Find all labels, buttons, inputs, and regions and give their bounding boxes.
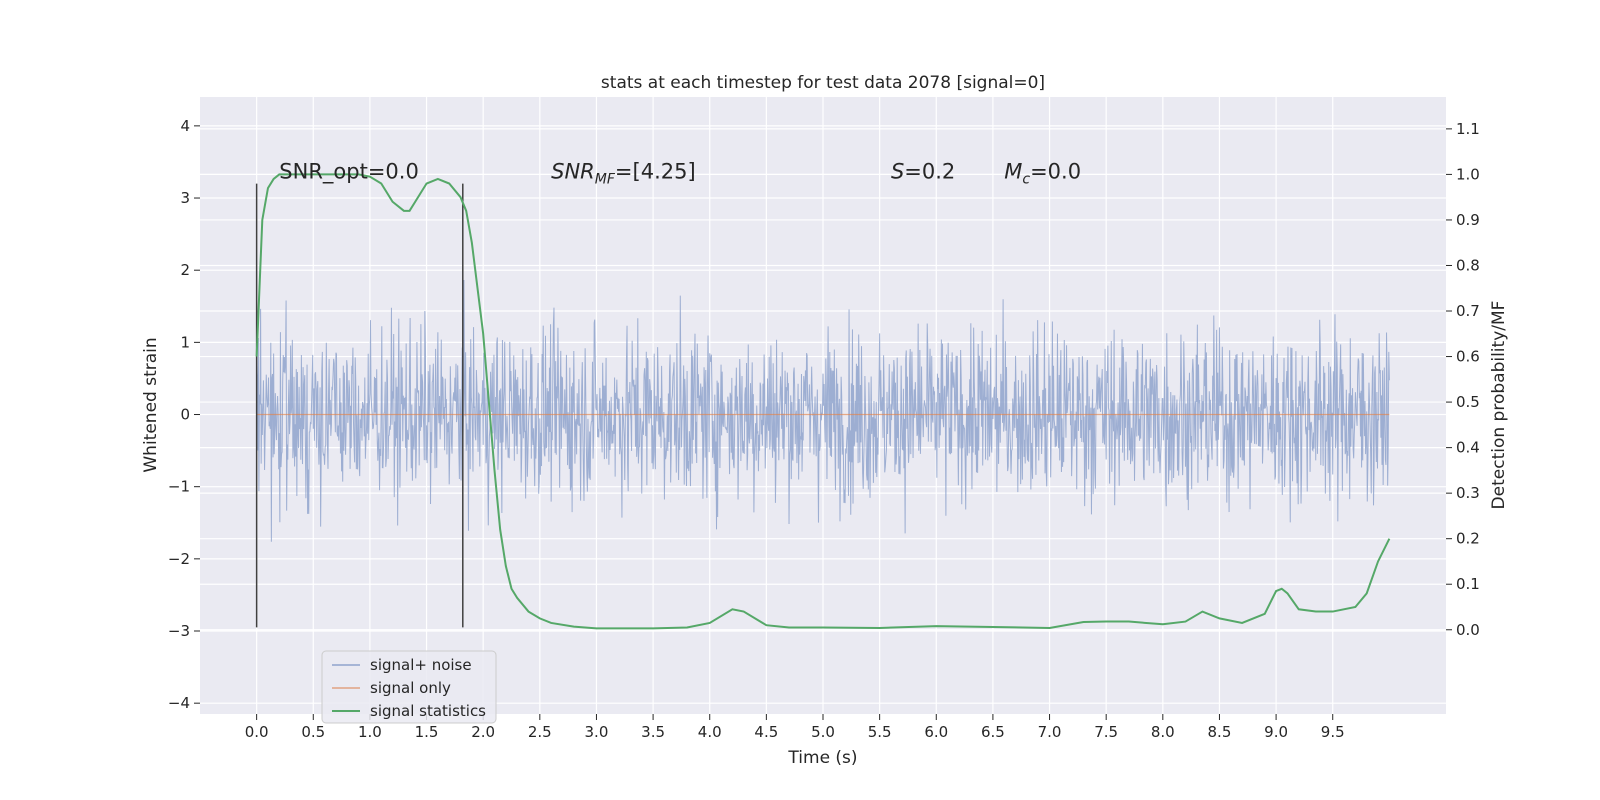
x-tick-label: 7.5 bbox=[1094, 723, 1118, 741]
annotation-text: S=0.2 bbox=[891, 160, 955, 184]
y-tick-label: −4 bbox=[168, 694, 190, 712]
x-tick-label: 2.5 bbox=[528, 723, 552, 741]
legend-label: signal statistics bbox=[370, 702, 486, 720]
y-tick-label: −1 bbox=[168, 478, 190, 496]
y2-tick-label: 1.1 bbox=[1456, 120, 1480, 138]
x-tick-label: 5.5 bbox=[868, 723, 892, 741]
annotations: SNR_opt=0.0 SNRMF=[4.25] S=0.2 Mc=0.0 bbox=[279, 160, 1081, 188]
y-axis-ticks: 4 3 2 1 0 −1 −2 −3 −4 bbox=[168, 117, 200, 712]
annotation-text: Mc=0.0 bbox=[1004, 160, 1081, 188]
statistics-line bbox=[255, 173, 1391, 630]
x-tick-label: 6.0 bbox=[924, 723, 948, 741]
chart-title: stats at each timestep for test data 207… bbox=[601, 73, 1045, 93]
y-tick-label: −3 bbox=[168, 622, 190, 640]
x-tick-label: 4.0 bbox=[698, 723, 722, 741]
x-tick-label: 2.0 bbox=[471, 723, 495, 741]
legend-label: signal+ noise bbox=[370, 656, 472, 674]
y-tick-label: 1 bbox=[180, 333, 190, 351]
y-axis-label: Whitened strain bbox=[141, 337, 161, 472]
series-signal-plus-noise bbox=[256, 279, 1390, 542]
y-tick-label: −2 bbox=[168, 550, 190, 568]
y2-tick-label: 0.4 bbox=[1456, 439, 1480, 457]
y2-tick-label: 0.3 bbox=[1456, 484, 1480, 502]
y-tick-label: 4 bbox=[180, 117, 190, 135]
legend-box bbox=[321, 650, 497, 724]
x-tick-label: 0.5 bbox=[301, 723, 325, 741]
annotation-text: SNRMF=[4.25] bbox=[551, 160, 696, 188]
y-tick-label: 0 bbox=[180, 406, 190, 424]
x-tick-label: 8.5 bbox=[1208, 723, 1232, 741]
y2-tick-label: 0.2 bbox=[1456, 530, 1480, 548]
x-tick-label: 1.0 bbox=[358, 723, 382, 741]
x-tick-label: 6.5 bbox=[981, 723, 1005, 741]
y-tick-label: 3 bbox=[180, 189, 190, 207]
x-tick-label: 7.0 bbox=[1038, 723, 1062, 741]
y2-tick-label: 0.8 bbox=[1456, 256, 1480, 274]
x-tick-label: 0.0 bbox=[245, 723, 269, 741]
y2-tick-label: 1.0 bbox=[1456, 165, 1480, 183]
x-tick-label: 5.0 bbox=[811, 723, 835, 741]
x-tick-label: 3.0 bbox=[585, 723, 609, 741]
y2-axis-ticks: 1.1 1.0 0.9 0.8 0.7 0.6 0.5 0.4 0.3 0.2 0.1 0.0 bbox=[1446, 120, 1480, 639]
x-tick-label: 9.5 bbox=[1321, 723, 1345, 741]
noise-line bbox=[256, 279, 1390, 542]
x-tick-label: 3.5 bbox=[641, 723, 665, 741]
vertical-markers bbox=[255, 183, 464, 628]
y2-tick-label: 0.1 bbox=[1456, 575, 1480, 593]
x-axis-label: Time (s) bbox=[787, 748, 857, 768]
y2-tick-label: 0.5 bbox=[1456, 393, 1480, 411]
legend: signal+ noise signal only signal statistic… bbox=[321, 650, 497, 724]
y2-tick-label: 0.9 bbox=[1456, 211, 1480, 229]
y-tick-label: 2 bbox=[180, 261, 190, 279]
annotation-text: SNR_opt=0.0 bbox=[279, 160, 419, 185]
x-tick-label: 4.5 bbox=[754, 723, 778, 741]
y2-axis-label: Detection probability/MF bbox=[1489, 301, 1509, 510]
legend-label: signal only bbox=[370, 679, 451, 697]
x-tick-label: 1.5 bbox=[415, 723, 439, 741]
y2-tick-label: 0.7 bbox=[1456, 302, 1480, 320]
y2-tick-label: 0.6 bbox=[1456, 348, 1480, 366]
y2-tick-label: 0.0 bbox=[1456, 621, 1480, 639]
x-tick-label: 9.0 bbox=[1264, 723, 1288, 741]
x-tick-label: 8.0 bbox=[1151, 723, 1175, 741]
x-axis-ticks: 0.0 0.5 1.0 1.5 2.0 2.5 3.0 3.5 4.0 4.5 5.0 5.5 6.0 6… bbox=[245, 714, 1345, 741]
series-signal-statistics bbox=[255, 173, 1391, 630]
